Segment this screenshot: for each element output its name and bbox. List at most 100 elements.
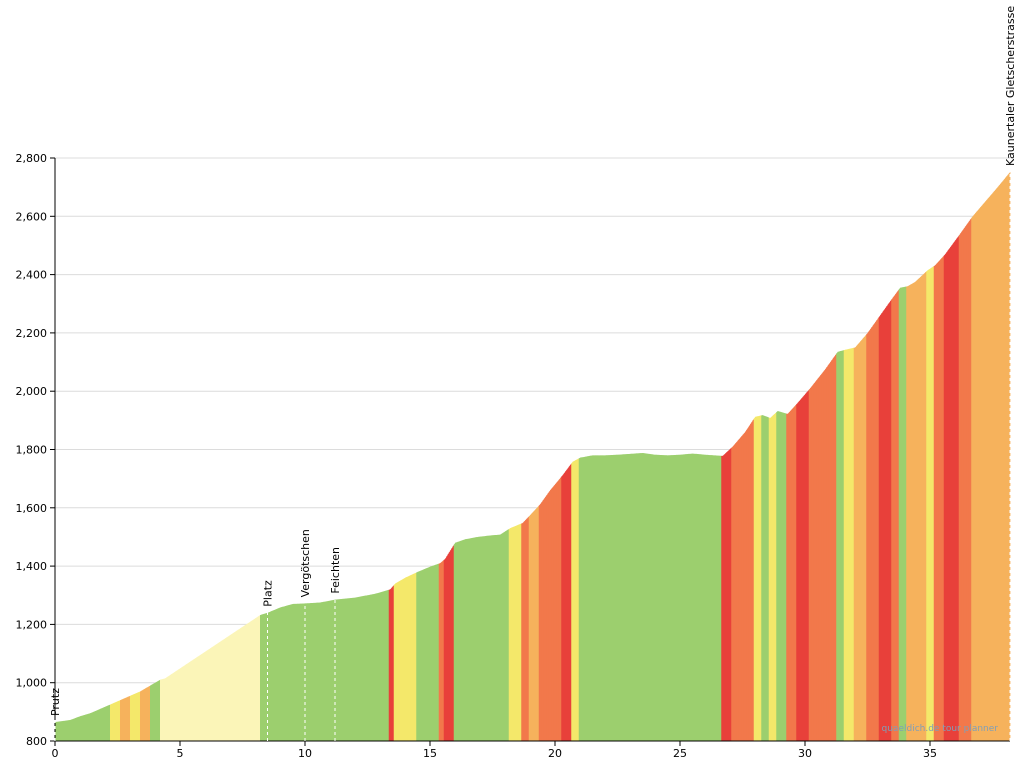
- profile-segment-108: [190, 660, 192, 741]
- profile-segment-168: [265, 613, 267, 741]
- y-tick-label-9: 2,600: [16, 210, 48, 223]
- profile-segment-394: [547, 492, 550, 741]
- profile-segment-484: [660, 454, 662, 741]
- profile-segment-331: [468, 538, 471, 741]
- profile-segment-341: [481, 536, 483, 741]
- profile-segment-74: [147, 686, 150, 741]
- profile-segment-655: [873, 322, 876, 741]
- profile-segment-674: [897, 289, 900, 741]
- profile-segment-663: [883, 308, 886, 741]
- profile-segment-545: [736, 440, 738, 741]
- profile-segment-136: [225, 637, 227, 741]
- profile-segment-631: [843, 349, 846, 741]
- profile-segment-705: [936, 262, 938, 741]
- profile-segment-208: [315, 602, 317, 741]
- profile-segment-444: [610, 455, 612, 741]
- profile-segment-632: [845, 349, 847, 741]
- profile-segment-44: [110, 704, 112, 741]
- profile-segment-246: [362, 595, 365, 741]
- profile-segment-205: [311, 602, 313, 741]
- profile-segment-479: [653, 454, 656, 741]
- profile-segment-673: [896, 291, 898, 741]
- profile-segment-86: [162, 678, 165, 741]
- profile-segment-185: [286, 605, 288, 741]
- profile-segment-621: [831, 358, 833, 741]
- profile-segment-239: [353, 597, 356, 741]
- profile-segment-721: [956, 237, 958, 741]
- profile-segment-760: [1005, 176, 1007, 741]
- profile-segment-13: [71, 719, 73, 741]
- profile-segment-417: [576, 459, 578, 741]
- profile-segment-458: [627, 453, 630, 741]
- profile-segment-118: [202, 652, 205, 741]
- profile-segment-279: [403, 577, 406, 741]
- profile-segment-566: [762, 415, 765, 741]
- profile-segment-119: [203, 651, 206, 741]
- profile-segment-176: [275, 609, 277, 741]
- profile-segment-679: [903, 286, 906, 741]
- profile-segment-688: [915, 280, 917, 741]
- profile-segment-582: [782, 412, 785, 741]
- profile-segment-726: [962, 228, 965, 742]
- profile-segment-698: [927, 269, 930, 741]
- profile-segment-414: [572, 461, 575, 741]
- profile-segment-62: [132, 694, 135, 741]
- profile-segment-285: [411, 574, 413, 741]
- profile-segment-622: [832, 357, 835, 741]
- profile-segment-255: [373, 593, 376, 741]
- profile-segment-703: [933, 265, 936, 741]
- profile-segment-97: [176, 670, 178, 741]
- profile-segment-321: [456, 541, 458, 741]
- profile-segment-488: [665, 455, 667, 741]
- profile-segment-343: [483, 536, 486, 741]
- profile-segment-480: [655, 454, 657, 741]
- profile-segment-450: [617, 454, 620, 741]
- profile-segment-65: [136, 692, 138, 741]
- profile-segment-641: [856, 344, 858, 741]
- y-tick-label-3: 1,400: [16, 560, 48, 573]
- profile-segment-751: [993, 190, 996, 741]
- profile-segment-657: [876, 318, 878, 741]
- profile-segment-451: [618, 454, 621, 741]
- profile-segment-143: [233, 631, 236, 741]
- profile-segment-490: [667, 455, 670, 741]
- profile-segment-346: [487, 535, 490, 741]
- profile-segment-335: [473, 537, 476, 741]
- profile-segment-583: [783, 412, 786, 741]
- profile-segment-365: [511, 527, 513, 741]
- profile-segment-106: [187, 662, 190, 741]
- profile-segment-650: [867, 331, 870, 741]
- profile-segment-409: [566, 468, 568, 741]
- profile-segment-425: [586, 456, 588, 741]
- profile-segment-142: [232, 632, 235, 741]
- profile-segment-253: [371, 594, 373, 741]
- profile-segment-719: [953, 240, 956, 741]
- profile-segment-222: [332, 599, 335, 741]
- profile-segment-347: [488, 535, 491, 741]
- profile-segment-18: [77, 716, 80, 741]
- profile-segment-72: [145, 687, 147, 741]
- profile-segment-687: [913, 281, 916, 741]
- profile-segment-46: [112, 702, 115, 741]
- profile-segment-122: [207, 649, 210, 741]
- profile-segment-329: [466, 538, 468, 741]
- profile-segment-258: [377, 592, 380, 741]
- profile-segment-395: [548, 490, 551, 741]
- profile-segment-99: [178, 668, 181, 741]
- profile-segment-377: [526, 517, 528, 741]
- profile-segment-305: [436, 564, 438, 741]
- profile-segment-711: [943, 254, 946, 741]
- profile-segment-64: [135, 693, 137, 741]
- profile-segment-267: [388, 589, 391, 741]
- profile-segment-281: [406, 576, 408, 741]
- waypoint-label-0: Prutz: [49, 688, 62, 716]
- profile-segment-596: [800, 398, 802, 741]
- profile-segment-383: [533, 509, 536, 741]
- profile-segment-591: [793, 405, 796, 741]
- profile-segment-523: [708, 454, 711, 741]
- profile-segment-61: [131, 694, 133, 741]
- profile-segment-422: [582, 456, 585, 741]
- profile-segment-196: [300, 603, 302, 741]
- profile-segment-288: [415, 572, 417, 741]
